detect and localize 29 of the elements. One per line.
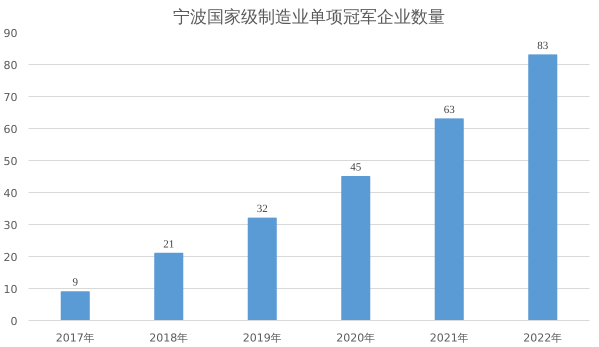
y-tick-label: 50 [4,155,18,168]
bar [434,118,464,320]
data-label: 21 [163,238,174,250]
y-tick-label: 40 [4,187,18,200]
x-tick-label: 2018年 [149,332,188,344]
bar [60,291,90,320]
y-tick-label: 70 [4,91,18,104]
x-tick-label: 2019年 [242,332,282,344]
bar [528,54,558,320]
x-tick-label: 2020年 [336,332,376,344]
x-tick-label: 2017年 [56,332,95,344]
y-tick-label: 60 [4,123,18,136]
y-tick-label: 10 [4,283,18,296]
bar [341,176,370,320]
bar [154,252,184,320]
y-tick-label: 30 [4,219,18,232]
x-tick-label: 2021年 [430,332,469,344]
chart-title: 宁波国家级制造业单项冠军企业数量 [173,8,445,28]
y-tick-label: 0 [10,315,18,328]
y-tick-label: 90 [4,27,18,40]
data-label: 45 [350,162,362,174]
bar [248,218,277,320]
y-tick-label: 20 [4,251,18,264]
data-label: 63 [444,104,456,116]
data-label: 32 [256,203,268,216]
data-label: 83 [537,40,549,52]
y-tick-label: 80 [4,59,18,72]
data-label: 9 [72,276,78,289]
x-tick-label: 2022年 [523,332,562,344]
